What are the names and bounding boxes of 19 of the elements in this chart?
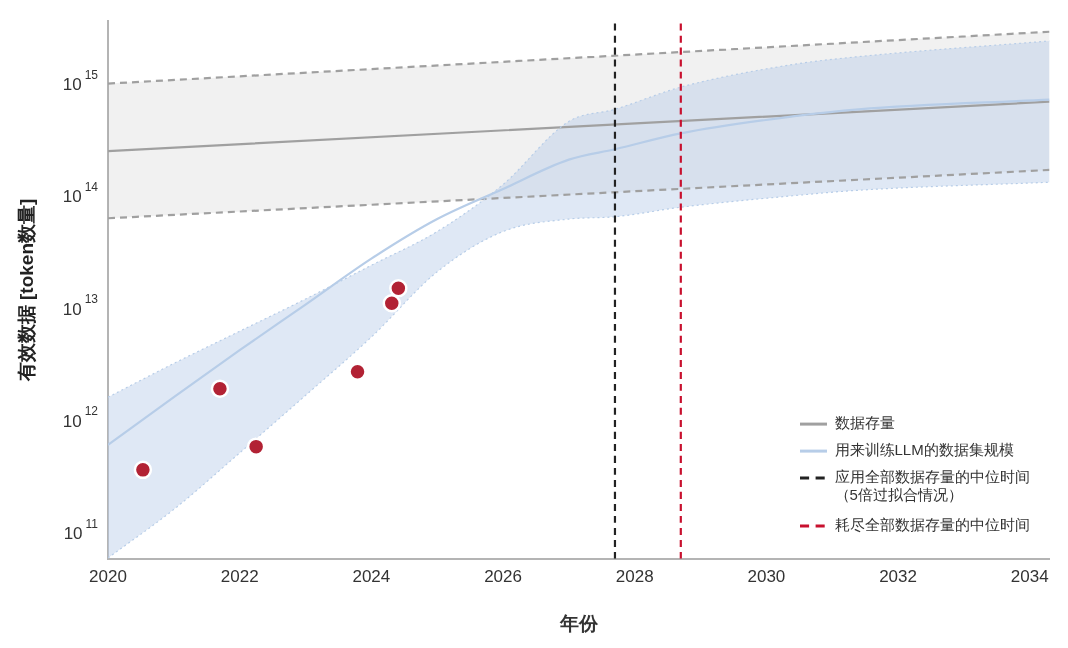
- x-tick-label: 2034: [1010, 566, 1049, 586]
- legend-label: 应用全部数据存量的中位时间（5倍过拟合情况）: [834, 468, 1030, 504]
- y-axis-title: 有效数据 [token数量]: [15, 198, 37, 383]
- x-tick-label: 2020: [89, 566, 127, 586]
- legend-label: 耗尽全部数据存量的中位时间: [834, 516, 1030, 534]
- point: [133, 460, 153, 480]
- x-axis-title: 年份: [558, 612, 599, 634]
- point: [382, 294, 402, 313]
- point: [389, 278, 408, 298]
- point: [246, 437, 266, 456]
- x-tick-label: 2024: [352, 566, 391, 586]
- x-tick-label: 2028: [615, 566, 654, 586]
- legend-label: 用来训练LLM的数据集规模: [834, 441, 1014, 459]
- point: [210, 379, 230, 399]
- legend-label: 数据存量: [834, 414, 895, 432]
- x-tick-label: 2030: [747, 566, 786, 586]
- x-tick-label: 2022: [220, 566, 259, 586]
- x-tick-label: 2026: [484, 566, 522, 586]
- x-tick-label: 2032: [879, 566, 917, 586]
